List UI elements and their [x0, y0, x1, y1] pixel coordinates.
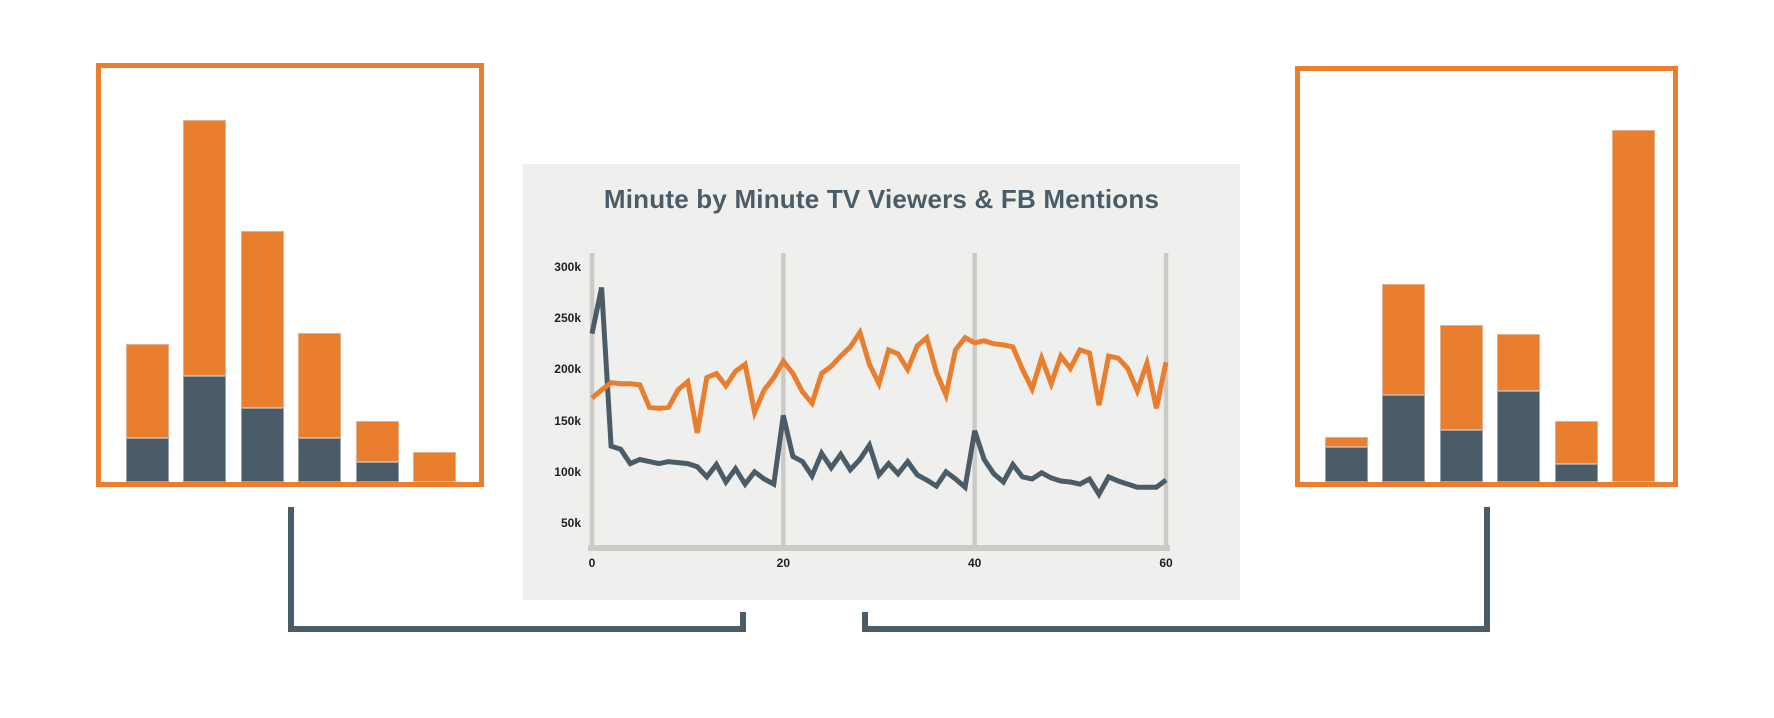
left-connector-vertical [288, 507, 294, 632]
bar-segment-dark-3 [240, 408, 284, 482]
y-tick-label-200k: 200k [554, 362, 581, 377]
bar-segment-orange-3 [240, 231, 284, 408]
left-connector-horizontal [288, 626, 746, 632]
bar-segment-orange-5 [355, 421, 399, 462]
bar-segment-dark-4 [298, 438, 342, 482]
right-connector-vertical [1484, 507, 1490, 632]
bar-segment-dark-4 [1497, 391, 1541, 482]
bar-segment-orange-6 [413, 452, 456, 482]
gridline-x-0 [589, 253, 595, 545]
line-chart-svg [588, 253, 1170, 551]
y-tick-label-100k: 100k [554, 464, 581, 479]
bar-segment-orange-6 [1612, 130, 1655, 482]
left-highlight-box [96, 63, 484, 487]
y-tick-label-250k: 250k [554, 311, 581, 326]
bar-segment-dark-2 [183, 376, 227, 482]
bar-segment-dark-5 [355, 462, 399, 482]
left-connector-end-tick [740, 612, 746, 632]
right-connector-start-tick [862, 612, 868, 632]
series-line-orange [590, 326, 1169, 434]
right-connector-horizontal [862, 626, 1490, 632]
bar-segment-orange-1 [126, 344, 169, 438]
bar-segment-orange-4 [1497, 334, 1541, 391]
left-bar-chart [101, 68, 479, 482]
y-tick-label-300k: 300k [554, 260, 581, 274]
gridline-x-40 [972, 253, 977, 545]
bar-segment-orange-2 [183, 120, 227, 376]
x-tick-label-0: 0 [588, 556, 596, 570]
y-tick-label-150k: 150k [554, 413, 581, 428]
bar-segment-orange-5 [1554, 421, 1598, 464]
gridline-x-60 [1163, 253, 1169, 545]
x-tick-label-40: 40 [967, 556, 982, 570]
bar-segment-dark-2 [1382, 395, 1426, 482]
y-tick-label-50k: 50k [560, 516, 581, 530]
series-line-dark [589, 286, 1168, 500]
bar-segment-dark-5 [1554, 464, 1598, 482]
bar-segment-orange-1 [1325, 437, 1368, 447]
gridline-x-20 [781, 253, 786, 545]
right-bar-chart [1300, 71, 1673, 482]
bar-segment-dark-3 [1439, 430, 1483, 482]
x-tick-label-60: 60 [1159, 556, 1173, 570]
x-tick-label-20: 20 [776, 556, 790, 570]
center-chart-panel: Minute by Minute TV Viewers & FB Mention… [523, 164, 1240, 600]
bar-segment-dark-1 [126, 438, 169, 482]
bar-segment-dark-1 [1325, 447, 1368, 482]
right-highlight-box [1295, 66, 1678, 487]
x-axis-line [588, 545, 1170, 551]
bar-segment-orange-4 [298, 333, 342, 438]
bar-segment-orange-3 [1439, 325, 1483, 430]
bar-segment-orange-2 [1382, 284, 1426, 395]
chart-title: Minute by Minute TV Viewers & FB Mention… [603, 184, 1160, 214]
line-chart-plot: 300k 250k 200k 150k 100k 50k 0 20 40 60 [523, 164, 1240, 600]
